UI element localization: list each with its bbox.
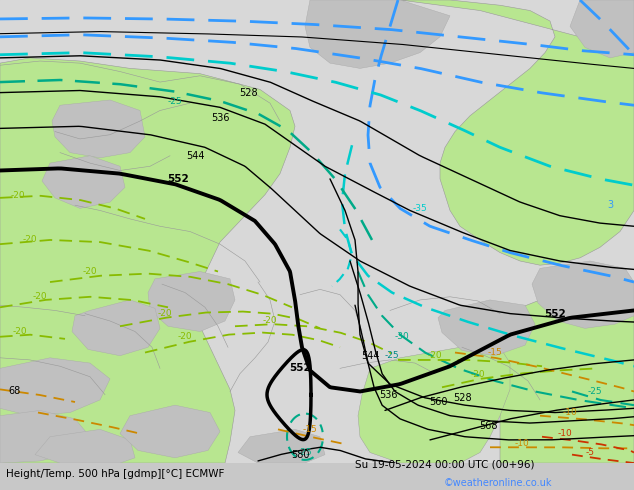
Text: -5: -5 — [586, 448, 595, 457]
Polygon shape — [310, 0, 634, 265]
Text: -10: -10 — [562, 408, 578, 417]
Text: 568: 568 — [479, 421, 497, 431]
Polygon shape — [532, 261, 634, 328]
Text: -20: -20 — [23, 235, 37, 245]
Text: 528: 528 — [238, 88, 257, 98]
Text: -25: -25 — [298, 448, 313, 457]
Text: -10: -10 — [515, 439, 529, 447]
Text: 544: 544 — [361, 351, 379, 361]
Polygon shape — [72, 300, 160, 356]
Text: -20: -20 — [11, 191, 25, 200]
Polygon shape — [500, 284, 634, 463]
Text: 580: 580 — [291, 450, 309, 460]
Text: -10: -10 — [558, 429, 573, 438]
Polygon shape — [438, 300, 535, 356]
Polygon shape — [0, 58, 295, 463]
Text: 544: 544 — [186, 151, 204, 161]
Polygon shape — [35, 429, 135, 463]
Text: 552: 552 — [544, 309, 566, 318]
Polygon shape — [42, 156, 125, 208]
Text: Height/Temp. 500 hPa [gdmp][°C] ECMWF: Height/Temp. 500 hPa [gdmp][°C] ECMWF — [6, 469, 224, 479]
Text: -15: -15 — [488, 348, 502, 357]
Text: 552: 552 — [289, 364, 311, 373]
Text: -20: -20 — [13, 327, 27, 336]
Text: -20: -20 — [158, 309, 172, 318]
Text: 560: 560 — [429, 397, 447, 407]
Text: -30: -30 — [394, 332, 410, 341]
Polygon shape — [0, 411, 90, 463]
Text: -25: -25 — [588, 387, 602, 396]
Text: -25: -25 — [385, 351, 399, 360]
Text: 68: 68 — [8, 387, 20, 396]
Polygon shape — [238, 429, 325, 463]
Text: -20: -20 — [470, 370, 485, 379]
Text: 536: 536 — [378, 390, 398, 400]
Text: -20: -20 — [33, 292, 48, 301]
Text: -20: -20 — [82, 267, 97, 276]
Bar — [0, 0, 634, 79]
Text: -35: -35 — [413, 204, 427, 213]
Polygon shape — [570, 0, 634, 58]
Polygon shape — [305, 0, 450, 69]
Text: -25: -25 — [167, 97, 183, 105]
Text: -15: -15 — [302, 425, 318, 434]
Text: -20: -20 — [262, 317, 277, 325]
Polygon shape — [148, 271, 235, 332]
Text: -20: -20 — [428, 351, 443, 360]
Polygon shape — [120, 405, 220, 458]
Text: Su 19-05-2024 00:00 UTC (00+96): Su 19-05-2024 00:00 UTC (00+96) — [355, 460, 534, 469]
Text: -20: -20 — [178, 332, 192, 341]
Polygon shape — [0, 358, 110, 416]
Polygon shape — [52, 100, 145, 158]
Text: ©weatheronline.co.uk: ©weatheronline.co.uk — [444, 478, 552, 488]
Text: 536: 536 — [210, 113, 230, 123]
Text: 3: 3 — [607, 200, 613, 210]
Text: 552: 552 — [167, 174, 189, 184]
Text: 528: 528 — [453, 393, 471, 403]
Polygon shape — [358, 342, 510, 463]
